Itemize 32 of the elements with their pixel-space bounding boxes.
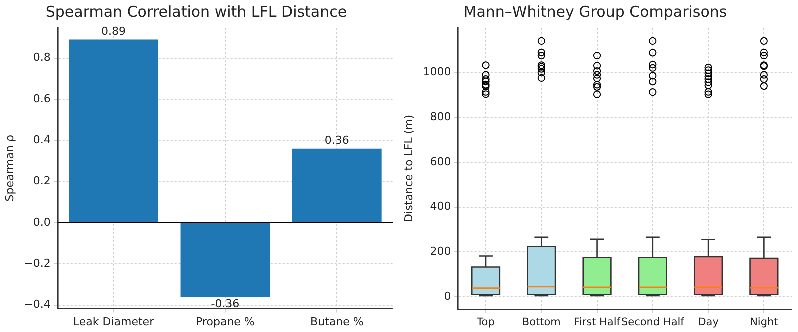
data-label: 0.36	[324, 134, 350, 148]
y-tick-label: 0.6	[33, 92, 51, 106]
y-tick-label: 400	[430, 200, 452, 214]
x-tick-label: First Half	[574, 316, 621, 328]
y-tick-label: 200	[430, 245, 452, 258]
y-tick-label: 0.8	[33, 51, 51, 64]
bar	[69, 40, 158, 222]
y-tick-label: 600	[430, 155, 452, 168]
chart-title: Mann–Whitney Group Comparisons	[464, 2, 728, 21]
x-tick-label: Leak Diameter	[73, 315, 155, 328]
data-label: 0.89	[102, 25, 126, 38]
x-tick-label: Top	[476, 316, 496, 328]
y-tick-label: −0.2	[24, 256, 51, 270]
y-axis-title: Distance to LFL (m)	[402, 114, 416, 222]
x-tick-label: Night	[750, 316, 778, 328]
y-tick-label: 0	[444, 290, 452, 303]
data-label: -0.36	[211, 297, 240, 310]
bar	[180, 223, 270, 298]
chart-title: Spearman Correlation with LFL Distance	[46, 2, 348, 21]
x-tick-label: Propane %	[196, 315, 255, 328]
x-tick-label: Second Half	[621, 316, 685, 328]
y-axis-title: Spearman ρ	[3, 135, 16, 202]
y-tick-label: 800	[430, 110, 452, 124]
bar	[292, 148, 382, 222]
y-tick-label: 0.2	[33, 174, 51, 188]
y-tick-label: 0.4	[33, 133, 51, 146]
x-tick-label: Butane %	[310, 315, 364, 328]
x-tick-label: Bottom	[522, 316, 561, 328]
y-tick-label: 1000	[423, 66, 452, 79]
y-tick-label: 0.0	[33, 216, 51, 229]
x-tick-label: Day	[698, 316, 719, 328]
y-tick-label: −0.4	[24, 298, 51, 312]
